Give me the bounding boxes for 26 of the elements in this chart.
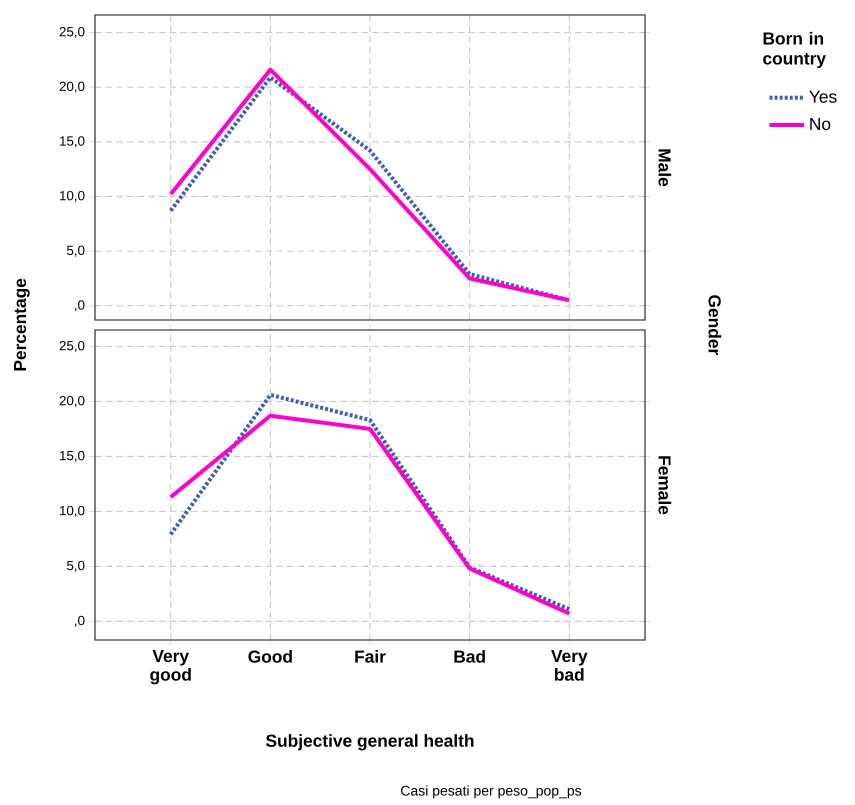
y-tick-label: 20,0 [60, 396, 84, 407]
y-tick-label: 5,0 [66, 560, 84, 572]
y-tick-label: 15,0 [60, 450, 84, 462]
y-tick-label: 10,0 [60, 190, 84, 202]
legend-title: Born in country [763, 32, 826, 68]
y-axis-title: Percentage [14, 278, 30, 370]
y-tick-label: 5,0 [66, 246, 84, 257]
legend-label: No [810, 118, 830, 130]
y-tick-label: 25,0 [60, 26, 84, 38]
y-tick-label: ,0 [75, 616, 84, 627]
y-tick-label: 10,0 [60, 506, 84, 517]
x-tick-label: Fair [355, 650, 386, 663]
x-tick-label: Bad [454, 650, 485, 663]
x-tick-label: Very good [150, 650, 191, 684]
y-tick-label: ,0 [75, 300, 84, 312]
y-tick-label: 15,0 [60, 136, 84, 148]
text: Casi pesati per peso_pop_ps [401, 785, 582, 798]
text: Gender [708, 295, 722, 355]
x-axis-title: Subjective general health [266, 734, 474, 750]
y-tick-label: 20,0 [60, 82, 84, 93]
legend-label: Yes [809, 90, 837, 103]
y-tick-label: 25,0 [60, 340, 84, 352]
x-tick-label: Good [248, 650, 292, 663]
x-tick-label: Very bad [551, 650, 588, 681]
y2-axis-title: Male [658, 149, 672, 186]
y2-axis-title: Female [658, 456, 672, 514]
